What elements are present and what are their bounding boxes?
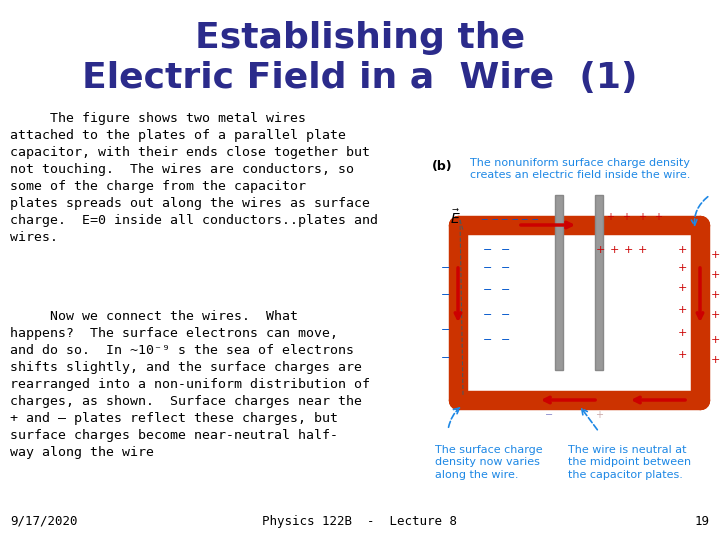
Text: −: − [441, 353, 451, 363]
Text: +: + [711, 310, 720, 320]
Text: 19: 19 [695, 515, 710, 528]
Text: −: − [501, 263, 510, 273]
Text: The figure shows two metal wires
attached to the plates of a parallel plate
capa: The figure shows two metal wires attache… [10, 112, 378, 244]
Text: $\vec{E}$: $\vec{E}$ [449, 208, 460, 227]
Text: Electric Field in a  Wire  (1): Electric Field in a Wire (1) [82, 61, 638, 95]
Text: −: − [441, 290, 451, 300]
Text: +: + [711, 335, 720, 345]
Text: +: + [609, 245, 618, 255]
Text: +: + [624, 245, 633, 255]
Bar [595, 195, 603, 370]
Text: +: + [678, 328, 687, 338]
Text: −: − [545, 410, 553, 420]
Text: +: + [638, 212, 646, 222]
Text: −: − [483, 245, 492, 255]
Text: −: − [483, 263, 492, 273]
Text: The wire is neutral at
the midpoint between
the capacitor plates.: The wire is neutral at the midpoint betw… [568, 445, 691, 480]
Text: −: − [501, 335, 510, 345]
Text: 9/17/2020: 9/17/2020 [10, 515, 78, 528]
Text: +: + [678, 350, 687, 360]
Text: − −: − − [501, 215, 519, 225]
Text: Physics 122B  -  Lecture 8: Physics 122B - Lecture 8 [263, 515, 457, 528]
Text: −: − [483, 285, 492, 295]
Text: +: + [606, 212, 614, 222]
Text: +: + [678, 305, 687, 315]
Text: − −: − − [521, 215, 539, 225]
Text: − −: − − [481, 215, 499, 225]
Text: +: + [678, 245, 687, 255]
Text: +: + [654, 212, 662, 222]
Text: −: − [483, 310, 492, 320]
Bar [465, 232, 693, 393]
Text: The nonuniform surface charge density
creates an electric field inside the wire.: The nonuniform surface charge density cr… [470, 158, 690, 180]
Text: +: + [678, 263, 687, 273]
Text: −: − [483, 335, 492, 345]
Text: Now we connect the wires.  What
happens?  The surface electrons can move,
and do: Now we connect the wires. What happens? … [10, 310, 370, 459]
Text: (b): (b) [432, 160, 453, 173]
Text: −: − [501, 245, 510, 255]
Text: +: + [711, 270, 720, 280]
Text: +: + [711, 290, 720, 300]
Text: −: − [501, 310, 510, 320]
Text: +: + [711, 355, 720, 365]
Text: +: + [711, 250, 720, 260]
Text: −: − [441, 263, 451, 273]
Bar [555, 195, 563, 370]
Text: +: + [678, 283, 687, 293]
Text: −: − [501, 285, 510, 295]
Text: +: + [622, 212, 630, 222]
Text: +: + [595, 410, 603, 420]
Text: −: − [441, 325, 451, 335]
Text: +: + [595, 245, 605, 255]
Text: +: + [637, 245, 647, 255]
Text: Establishing the: Establishing the [195, 21, 525, 55]
Text: The surface charge
density now varies
along the wire.: The surface charge density now varies al… [435, 445, 543, 480]
